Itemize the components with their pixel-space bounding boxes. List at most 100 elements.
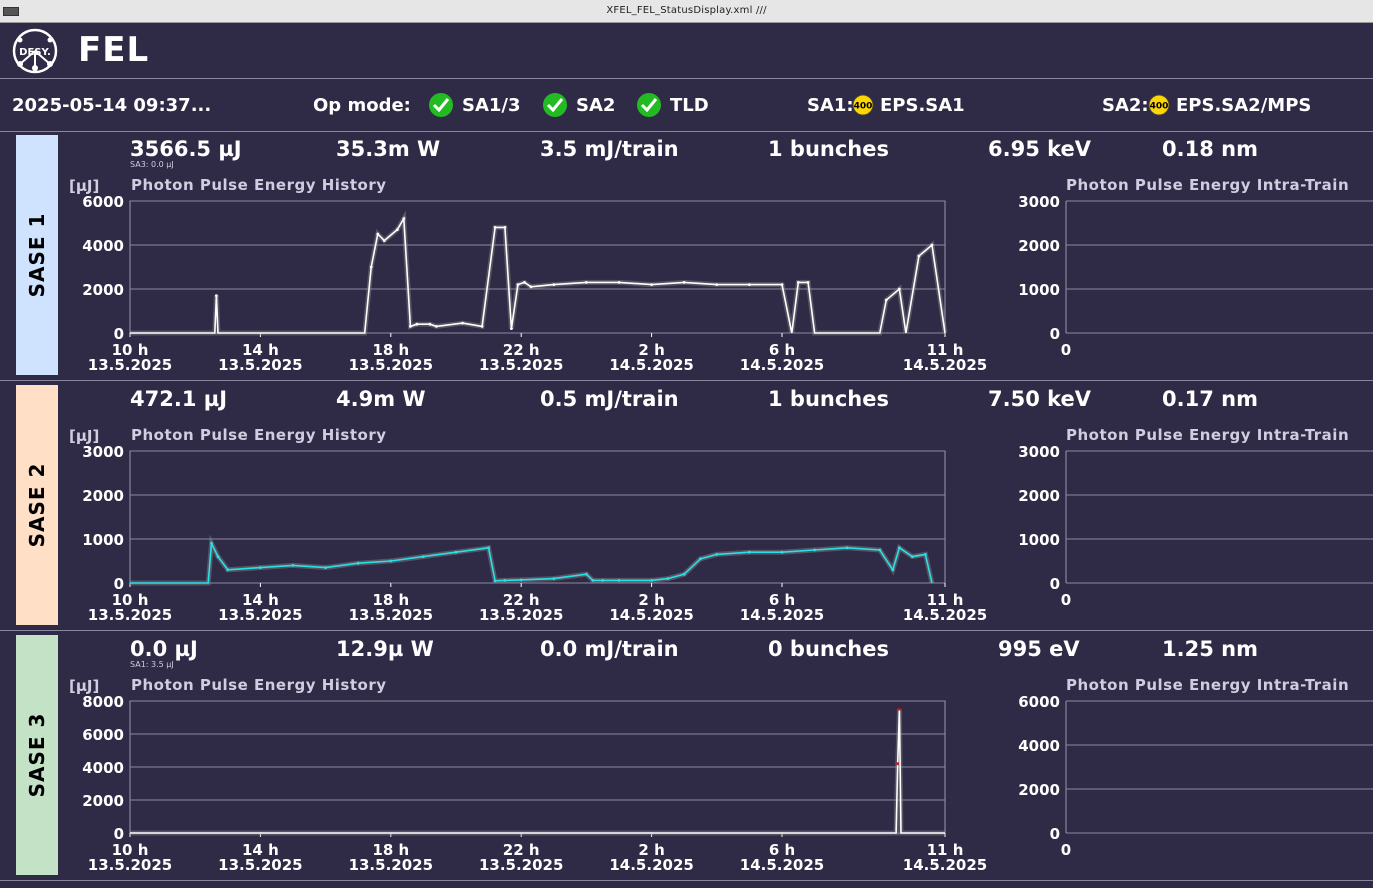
intra-y-tick-label: 6000 [1018,693,1060,711]
x-tick-date: 14.5.2025 [903,356,987,374]
data-point [493,579,497,583]
x-tick-date: 13.5.2025 [218,856,302,874]
data-point [422,555,425,558]
data-point [897,287,901,291]
data-point [617,578,621,582]
data-point [382,239,386,242]
y-tick-label: 1000 [82,531,124,549]
data-point [813,548,816,552]
intra-train-title: Photon Pulse Energy Intra-Train [1066,676,1350,694]
data-point [924,553,927,556]
data-point [917,254,921,258]
y-unit: [µJ] [69,677,100,695]
data-point [435,325,438,328]
data-point [748,550,751,554]
data-point [748,283,751,286]
data-point [650,283,653,286]
y-tick-label: 3000 [82,443,124,461]
plot-frame [129,450,946,584]
sa1-eps: EPS.SA1 [880,95,965,116]
data-point [369,265,373,269]
intra-y-tick-label: 3000 [1018,443,1060,461]
series-envelope [130,210,948,336]
data-point [523,281,526,284]
data-point [930,243,934,247]
intra-x-tick-label: 0 [1061,591,1071,609]
data-point [806,281,810,284]
x-tick-hour: 2 h [638,841,664,859]
intra-y-tick-label: 0 [1050,325,1060,343]
x-tick-hour: 14 h [242,341,279,359]
x-tick-date: 13.5.2025 [479,606,563,624]
sase-label: SASE 2 [16,385,58,625]
x-tick-hour: 18 h [372,341,409,359]
data-point [780,283,784,286]
x-tick-date: 14.5.2025 [740,356,824,374]
x-tick-date: 14.5.2025 [609,606,693,624]
y-tick-label: 4000 [82,237,124,255]
data-point [324,566,327,569]
data-point [715,283,719,286]
series-line [130,709,945,834]
wavelength: 1.25 nm [1162,637,1258,661]
data-point [480,325,484,328]
svg-text:DESY.: DESY. [19,47,51,58]
data-point [291,564,295,567]
data-point [601,578,605,582]
data-point [461,321,464,325]
x-tick-date: 13.5.2025 [479,856,563,874]
data-point [699,557,702,561]
power: 35.3m W [336,137,441,161]
intra-y-tick-label: 2000 [1018,487,1060,505]
photon-energy: 6.95 keV [988,137,1092,161]
sa2-label: SA2: [1102,95,1149,116]
window-menu-icon[interactable] [3,7,19,16]
plot-frame [129,200,946,334]
data-point [259,566,262,569]
op-mode-tld: TLD [670,95,709,116]
x-tick-hour: 11 h [927,841,964,859]
x-tick-hour: 22 h [503,591,540,609]
sub-energy: SA1: 3.5 µJ [130,660,174,669]
data-point [408,325,412,328]
intra-y-tick-label: 2000 [1018,237,1060,255]
data-point [897,707,901,711]
intra-y-tick-label: 0 [1050,825,1060,843]
data-point [454,550,458,554]
x-tick-hour: 2 h [638,341,664,359]
status-bar [0,79,1373,132]
op-mode-label: Op mode: [313,95,411,116]
intra-y-tick-label: 3000 [1018,193,1060,211]
history-title: Photon Pulse Energy History [131,426,387,444]
check-icon [429,93,453,117]
data-point [585,281,588,284]
y-unit: [µJ] [69,427,100,445]
x-tick-hour: 10 h [112,591,149,609]
data-point [216,555,220,558]
data-point [226,568,230,572]
sase-panel-1 [0,131,1373,381]
x-tick-hour: 14 h [242,591,279,609]
data-point [516,283,520,286]
intra-y-tick-label: 1000 [1018,281,1060,299]
sase-panel-3 [0,631,1373,881]
data-point [487,546,490,550]
y-tick-label: 6000 [82,193,124,211]
y-tick-label: 0 [114,825,124,843]
x-tick-hour: 10 h [112,341,149,359]
x-tick-date: 14.5.2025 [903,606,987,624]
intra-x-tick-label: 0 [1061,841,1071,859]
sub-energy: SA3: 0.0 µJ [130,160,174,169]
data-point [878,548,882,552]
bunch-count: 1 bunches [768,387,889,411]
x-tick-date: 14.5.2025 [740,606,824,624]
sase-panel-2 [0,381,1373,631]
x-tick-hour: 11 h [927,341,964,359]
x-tick-date: 14.5.2025 [609,856,693,874]
intra-y-tick-label: 2000 [1018,781,1060,799]
x-tick-hour: 22 h [503,341,540,359]
x-tick-hour: 6 h [769,341,795,359]
x-tick-date: 14.5.2025 [609,356,693,374]
y-tick-label: 6000 [82,726,124,744]
series-envelope [130,709,945,836]
